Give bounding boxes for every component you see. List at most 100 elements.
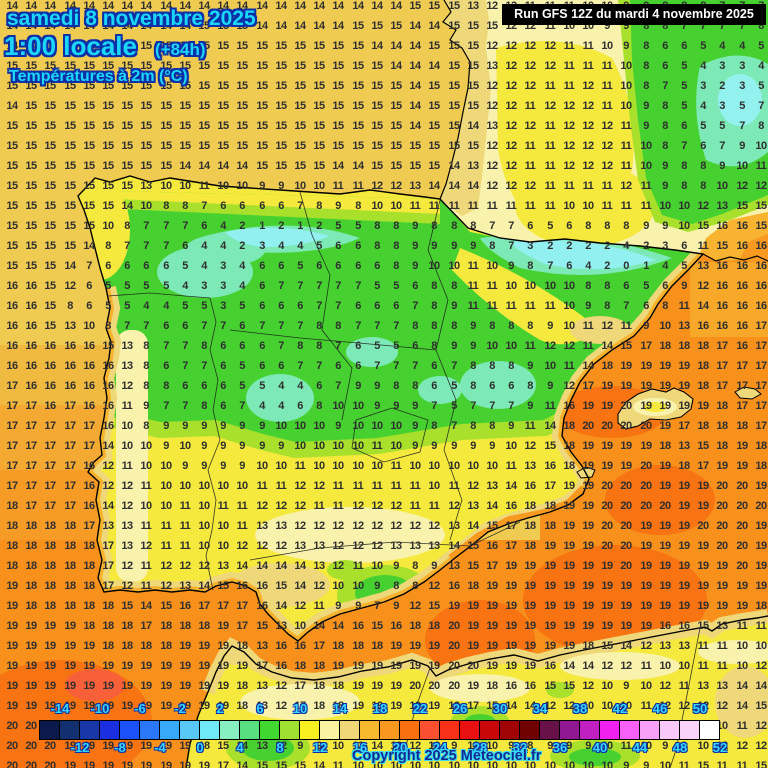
temp-value: 6 (278, 200, 284, 212)
temp-value: 12 (275, 700, 287, 712)
temp-value: 8 (662, 100, 668, 112)
temp-value: 9 (355, 380, 361, 392)
temp-value: 12 (563, 700, 575, 712)
temp-value: 15 (448, 120, 460, 132)
temp-value: 18 (121, 640, 133, 652)
temp-value: 5 (681, 80, 687, 92)
temp-value: 15 (44, 140, 56, 152)
legend-tick-label: 38 (572, 701, 588, 716)
temp-value: 15 (217, 60, 229, 72)
temp-value: 19 (659, 460, 671, 472)
temp-value: 16 (716, 220, 728, 232)
temp-value: 10 (640, 680, 652, 692)
temp-value: 17 (64, 400, 76, 412)
temp-value: 2 (719, 80, 725, 92)
temp-value: 15 (44, 320, 56, 332)
temp-value: 7 (355, 280, 361, 292)
legend-color-cell (460, 721, 480, 739)
temp-value: 15 (6, 60, 18, 72)
temp-value: 12 (352, 540, 364, 552)
temp-value: 19 (160, 740, 172, 752)
temp-value: 17 (486, 560, 498, 572)
temp-value: 9 (259, 440, 265, 452)
temp-value: 16 (736, 340, 748, 352)
temp-value: 8 (412, 580, 418, 592)
temp-value: 19 (6, 700, 18, 712)
temp-value: 17 (236, 600, 248, 612)
temp-value: 12 (275, 500, 287, 512)
legend-color-cell (440, 721, 460, 739)
temp-value: 8 (143, 360, 149, 372)
temp-value: 9 (547, 320, 553, 332)
temp-value: 14 (467, 520, 479, 532)
temp-value: 15 (160, 140, 172, 152)
temp-value: 15 (140, 80, 152, 92)
legend-color-cell (380, 721, 400, 739)
temp-value: 15 (44, 180, 56, 192)
local-time-label: 1:00 locale (4, 31, 137, 61)
temp-value: 19 (524, 560, 536, 572)
temp-value: 7 (278, 340, 284, 352)
temp-value: 15 (44, 220, 56, 232)
temp-value: 16 (697, 320, 709, 332)
temp-value: 12 (505, 160, 517, 172)
temp-value: 10 (755, 640, 767, 652)
temp-value: 14 (44, 40, 56, 52)
temp-value: 9 (623, 40, 629, 52)
temp-value: 11 (697, 640, 709, 652)
temp-value: 15 (140, 100, 152, 112)
temp-value: 6 (489, 380, 495, 392)
temp-value: 15 (313, 100, 325, 112)
temp-value: 20 (620, 400, 632, 412)
temp-value: 11 (601, 100, 613, 112)
temp-value: 12 (409, 740, 421, 752)
temp-value: 13 (716, 680, 728, 692)
temp-value: 8 (431, 300, 437, 312)
temp-value: 19 (524, 640, 536, 652)
temp-value: 9 (220, 420, 226, 432)
temp-value: 9 (163, 440, 169, 452)
temp-value: 7 (278, 280, 284, 292)
temp-value: 8 (489, 420, 495, 432)
temp-value: 8 (431, 420, 437, 432)
temp-value: 10 (524, 280, 536, 292)
temp-value: 14 (294, 20, 306, 32)
temp-value: 8 (643, 80, 649, 92)
temp-value: 10 (736, 640, 748, 652)
temp-value: 5 (374, 340, 380, 352)
temp-value: 11 (524, 160, 536, 172)
temp-value: 6 (393, 300, 399, 312)
temp-value: 17 (64, 480, 76, 492)
legend-color-cell (300, 721, 320, 739)
temp-value: 16 (102, 380, 114, 392)
temp-value: 19 (659, 600, 671, 612)
temp-value: 14 (121, 200, 133, 212)
temp-value: 18 (716, 420, 728, 432)
temp-value: 8 (681, 180, 687, 192)
temp-value: 16 (563, 400, 575, 412)
temp-value: 10 (332, 580, 344, 592)
temp-value: 9 (259, 420, 265, 432)
legend-tick-label: 36 (552, 740, 568, 755)
temp-value: 19 (678, 480, 690, 492)
temp-value: 8 (67, 300, 73, 312)
temp-value: 15 (371, 20, 383, 32)
temp-value: 19 (390, 680, 402, 692)
temp-value: 6 (239, 200, 245, 212)
temp-value: 10 (640, 140, 652, 152)
temp-value: 7 (86, 260, 92, 272)
temp-value: 14 (160, 20, 172, 32)
temp-value: 12 (582, 80, 594, 92)
temp-value: 6 (239, 320, 245, 332)
temp-value: 12 (505, 180, 517, 192)
temp-value: 10 (409, 460, 421, 472)
temp-value: 10 (620, 100, 632, 112)
temp-value: 10 (256, 460, 268, 472)
temp-value: 20 (716, 540, 728, 552)
temp-value: 18 (236, 680, 248, 692)
temp-value: 10 (563, 760, 575, 768)
temp-value: 19 (582, 620, 594, 632)
temp-value: 12 (371, 520, 383, 532)
temp-value: 12 (659, 680, 671, 692)
temp-value: 9 (623, 680, 629, 692)
